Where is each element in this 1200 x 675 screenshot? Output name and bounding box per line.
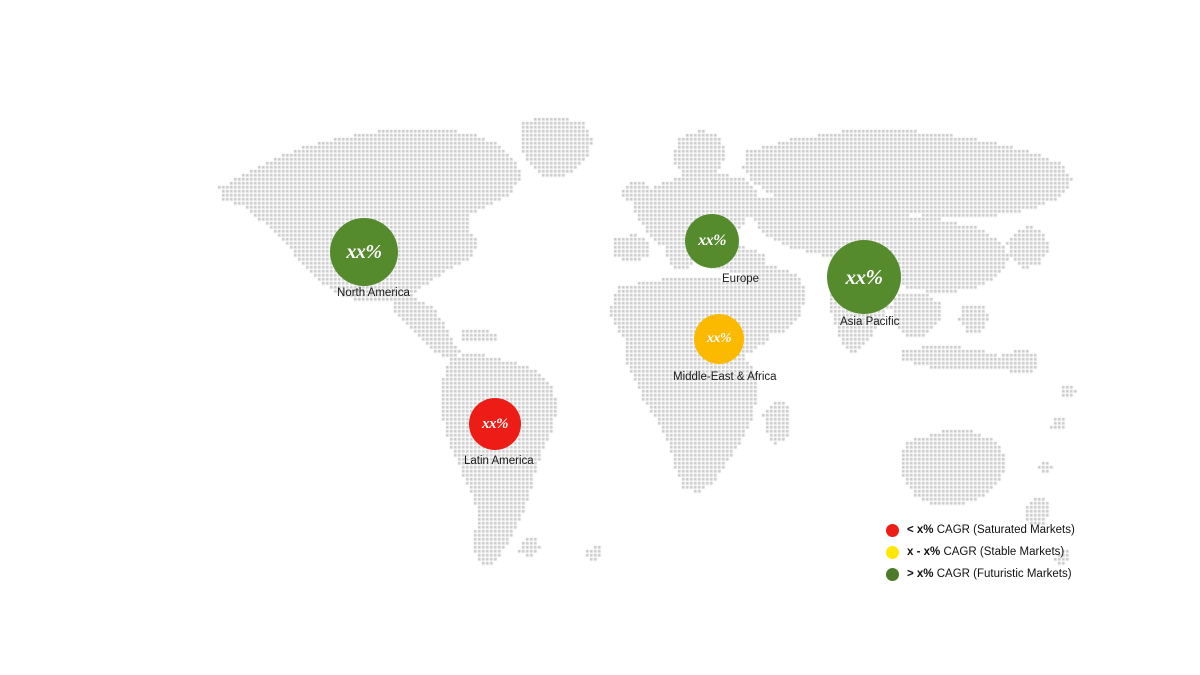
region-value-middle-east-africa: xx% [706, 331, 732, 346]
region-label-middle-east-africa: Middle-East & Africa [673, 371, 777, 383]
legend-threshold-futuristic: > x% [907, 568, 934, 580]
region-value-europe: xx% [698, 232, 726, 249]
region-label-asia-pacific: Asia Pacific [840, 316, 900, 328]
region-label-north-america: North America [337, 287, 410, 299]
region-label-europe: Europe [722, 273, 760, 285]
region-label-latin-america: Latin America [464, 455, 534, 467]
legend-threshold-saturated: < x% [907, 524, 934, 536]
legend-item-stable[interactable]: x - x% CAGR (Stable Markets) [886, 541, 1075, 563]
region-bubble-north-america[interactable]: xx% [330, 218, 398, 286]
region-bubble-europe[interactable]: xx% [685, 214, 739, 268]
region-value-asia-pacific: xx% [845, 264, 884, 289]
legend-description-stable: CAGR (Stable Markets) [943, 546, 1065, 558]
legend-swatch-stable-icon [886, 545, 899, 559]
legend-item-futuristic[interactable]: > x% CAGR (Futuristic Markets) [886, 563, 1075, 585]
legend-description-saturated: CAGR (Saturated Markets) [936, 524, 1075, 536]
region-bubble-middle-east-africa[interactable]: xx% [694, 314, 744, 364]
region-bubble-asia-pacific[interactable]: xx% [827, 240, 901, 314]
legend: < x% CAGR (Saturated Markets) x - x% CAGR… [886, 519, 1075, 585]
region-bubble-latin-america[interactable]: xx% [469, 398, 521, 450]
legend-threshold-stable: x - x% [907, 546, 941, 558]
legend-description-futuristic: CAGR (Futuristic Markets) [936, 568, 1072, 580]
region-value-north-america: xx% [346, 241, 382, 263]
legend-swatch-saturated-icon [886, 523, 899, 537]
legend-label-stable: x - x% CAGR (Stable Markets) [907, 546, 1064, 558]
legend-swatch-futuristic-icon [886, 567, 899, 581]
legend-item-saturated[interactable]: < x% CAGR (Saturated Markets) [886, 519, 1075, 541]
legend-label-saturated: < x% CAGR (Saturated Markets) [907, 524, 1075, 536]
region-value-latin-america: xx% [482, 415, 509, 432]
legend-label-futuristic: > x% CAGR (Futuristic Markets) [907, 568, 1072, 580]
